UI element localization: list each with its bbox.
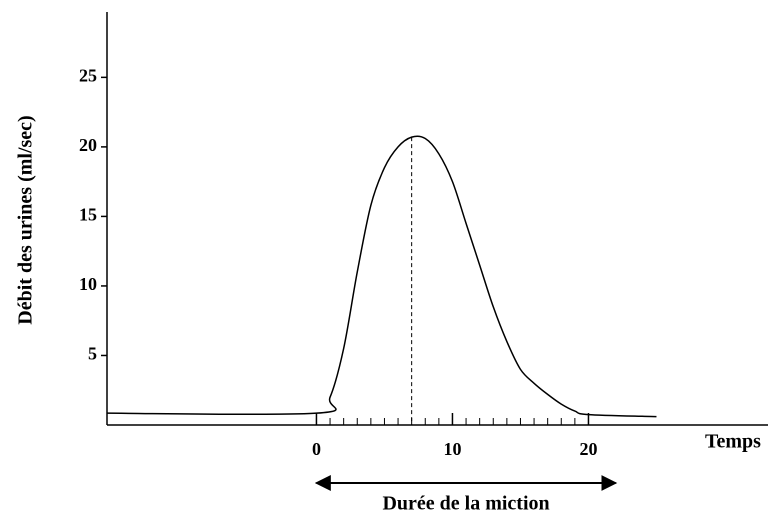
y-tick-label: 10	[79, 274, 97, 294]
x-tick-label: 10	[443, 439, 461, 459]
x-tick-label: 0	[312, 439, 321, 459]
y-tick-label: 15	[79, 205, 97, 225]
y-tick-label: 20	[79, 135, 97, 155]
flow-curve	[106, 135, 657, 418]
duration-label: Durée de la miction	[382, 493, 549, 515]
y-tick-label: 5	[88, 344, 97, 364]
y-axis-label: Débit des urines (ml/sec)	[15, 115, 37, 324]
y-tick-label: 25	[79, 65, 97, 85]
x-axis-label: Temps	[705, 431, 761, 453]
x-tick-label: 20	[579, 439, 597, 459]
